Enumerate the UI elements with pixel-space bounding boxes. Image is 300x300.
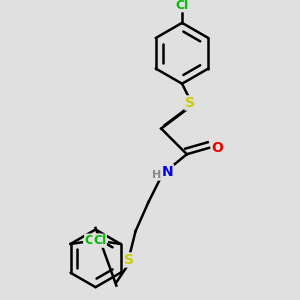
Text: Cl: Cl xyxy=(93,234,106,247)
Text: Cl: Cl xyxy=(176,0,189,12)
Text: S: S xyxy=(124,253,134,267)
Text: H: H xyxy=(152,170,161,180)
Text: O: O xyxy=(211,141,223,155)
Text: Cl: Cl xyxy=(85,234,98,247)
Text: N: N xyxy=(162,165,173,179)
Text: S: S xyxy=(185,96,195,110)
